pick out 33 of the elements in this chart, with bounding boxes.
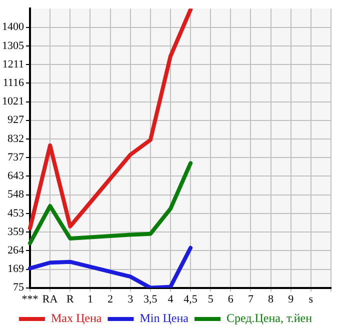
x-tick-label: ***: [22, 293, 38, 306]
x-tick-label: 3: [128, 293, 134, 306]
y-tick-label: 832: [8, 132, 24, 145]
x-tick-label: 2: [108, 293, 114, 306]
x-tick-label: 9: [288, 293, 294, 306]
x-tick-label: 5: [208, 293, 214, 306]
y-tick-label: 1305: [2, 40, 24, 52]
x-tick-label: 3,5: [144, 293, 158, 306]
x-tick-label: 7: [248, 293, 254, 306]
x-tick-label: 4: [168, 293, 174, 306]
y-tick-label: 75: [13, 282, 24, 294]
x-tick-label: 1: [87, 293, 93, 306]
legend-label: Сред.Цена, т.йен: [226, 311, 313, 326]
x-tick-label: 8: [268, 293, 274, 306]
legend-label: Max Цена: [50, 311, 102, 326]
y-tick-label: 1021: [2, 96, 24, 108]
y-tick-label: 737: [8, 152, 24, 164]
y-tick-label: 1400: [2, 21, 24, 34]
x-tick-label: 4,5: [184, 293, 198, 306]
y-tick-label: 643: [8, 170, 24, 182]
x-tick-label: R: [66, 293, 74, 306]
y-tick-label: 548: [8, 188, 24, 201]
y-tick-label: 927: [8, 114, 24, 126]
y-tick-label: 169: [8, 263, 24, 276]
x-tick-label: 6: [228, 293, 234, 306]
y-tick-label: 453: [8, 207, 24, 220]
y-tick-label: 359: [8, 226, 24, 238]
y-tick-label: 1211: [2, 58, 24, 70]
legend-label: Min Цена: [140, 311, 190, 326]
y-tick-label: 1116: [2, 77, 24, 90]
x-tick-label: s: [308, 293, 314, 306]
y-tick-label: 264: [8, 244, 24, 257]
x-tick-label: RA: [42, 293, 58, 306]
